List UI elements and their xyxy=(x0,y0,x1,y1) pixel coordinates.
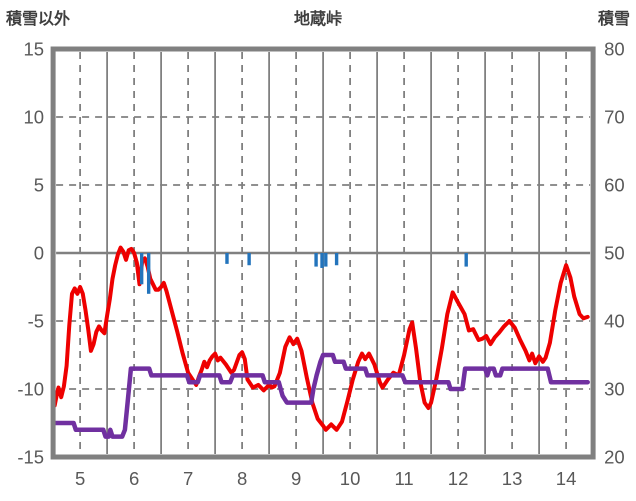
x-axis-tick-label: 5 xyxy=(75,468,85,489)
snow-depth-line xyxy=(52,352,590,439)
y-axis-right-tick-label: 60 xyxy=(604,175,625,196)
y-axis-left-tick-label: -15 xyxy=(17,447,44,468)
y-axis-left-tick-label: 10 xyxy=(24,107,45,128)
y-axis-right-tick-label: 50 xyxy=(604,243,625,264)
precipitation-bar xyxy=(314,253,318,267)
x-axis-tick-label: 7 xyxy=(183,468,193,489)
right-axis-title: 積雪 xyxy=(597,11,630,28)
y-axis-right-tick-label: 40 xyxy=(604,311,625,332)
x-axis-tick-label: 6 xyxy=(129,468,139,489)
y-axis-right-tick-label: 70 xyxy=(604,107,625,128)
x-axis-tick-label: 8 xyxy=(237,468,247,489)
precipitation-bar xyxy=(320,253,324,268)
y-axis-left-tick-label: -10 xyxy=(17,379,44,400)
precipitation-bar xyxy=(324,253,328,267)
plot-border xyxy=(50,46,596,460)
left-axis-title: 積雪以外 xyxy=(6,11,71,28)
temperature-line xyxy=(52,245,590,432)
y-axis-left-tick-label: -5 xyxy=(28,311,44,332)
y-axis-left-tick-label: 0 xyxy=(34,243,44,264)
y-axis-right-tick-label: 30 xyxy=(604,379,625,400)
x-axis-tick-label: 10 xyxy=(340,468,361,489)
x-axis-tick-label: 13 xyxy=(502,468,523,489)
y-axis-left-tick-label: 15 xyxy=(24,39,45,60)
x-axis-tick-label: 9 xyxy=(291,468,301,489)
y-axis-right-tick-label: 20 xyxy=(604,447,625,468)
y-axis-right-tick-label: 80 xyxy=(604,39,625,60)
x-axis-tick-label: 12 xyxy=(448,468,469,489)
y-axis-left-tick-label: 5 xyxy=(34,175,44,196)
precipitation-bar xyxy=(146,253,151,294)
chart-title: 地蔵峠 xyxy=(293,11,342,28)
precipitation-bar xyxy=(334,253,339,266)
precipitation-bar xyxy=(247,253,251,266)
precipitation-bar xyxy=(139,253,144,285)
precipitation-bar xyxy=(225,253,229,264)
precipitation-bar xyxy=(464,253,468,267)
x-axis-tick-label: 11 xyxy=(394,468,413,489)
x-axis-tick-label: 14 xyxy=(556,468,577,489)
